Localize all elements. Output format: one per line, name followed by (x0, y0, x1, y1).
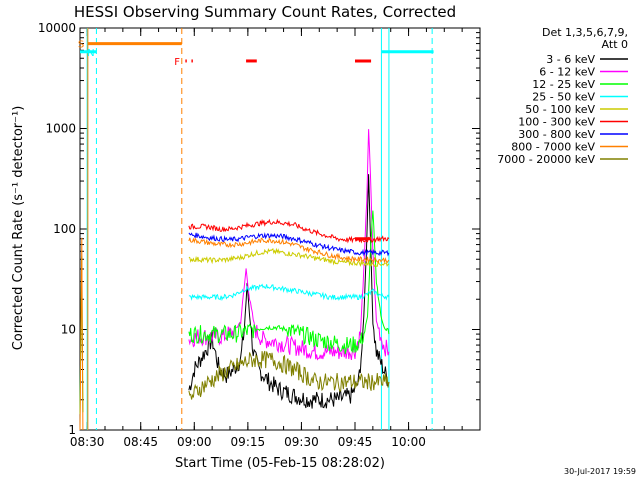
x-tick-label-3: 09:15 (231, 435, 266, 449)
chart-title: HESSI Observing Summary Count Rates, Cor… (74, 3, 456, 21)
y-tick-label-2: 100 (53, 222, 76, 236)
series-3 (188, 283, 390, 302)
legend-header: Det 1,3,5,6,7,9, Att 0 (542, 26, 628, 51)
y-tick-label-4: 10000 (38, 21, 76, 35)
legend-label-4: 50 - 100 keV (525, 103, 595, 116)
series-1-segment-0 (188, 129, 390, 361)
flag-label-3: F (174, 57, 180, 68)
legend-label-5: 100 - 300 keV (518, 116, 595, 129)
x-tick-label-4: 09:30 (284, 435, 319, 449)
y-tick-label-1: 10 (61, 323, 76, 337)
legend-label-8: 7000 - 20000 keV (497, 153, 595, 166)
y-tick-label-3: 1000 (45, 122, 76, 136)
series-1 (188, 129, 390, 361)
x-tick-label-6: 10:00 (391, 435, 426, 449)
plot-area: 1 10 100 1000 10000 08:30 08:45 09:00 09:15 09:30… (38, 21, 481, 449)
legend-label-0: 3 - 6 keV (546, 53, 595, 66)
series-4 (188, 247, 390, 268)
y-axis-label: Corrected Count Rate (s⁻¹ detector⁻¹) (11, 106, 26, 351)
series-8 (188, 350, 390, 400)
flag-label-0: S (78, 40, 84, 51)
legend-label-6: 300 - 800 keV (518, 128, 595, 141)
x-tick-label-1: 08:45 (123, 435, 158, 449)
series-7 (79, 237, 390, 431)
series-3-segment-0 (188, 283, 390, 302)
series-6-segment-0 (188, 232, 390, 257)
flag-label-1: N (87, 48, 94, 59)
x-tick-label-0: 08:30 (70, 435, 105, 449)
legend-header-line-1: Det 1,3,5,6,7,9, (542, 26, 628, 39)
legend-label-7: 800 - 7000 keV (511, 141, 595, 154)
legend-label-3: 25 - 50 keV (532, 91, 595, 104)
x-tick-label-5: 09:45 (338, 435, 373, 449)
series-7-segment-0 (79, 237, 84, 431)
series-7-segment-1 (188, 237, 390, 264)
footer-date: 30-Jul-2017 19:59 (564, 467, 636, 476)
legend-label-1: 6 - 12 keV (539, 66, 595, 79)
y-tick-label-0: 1 (68, 423, 76, 437)
legend-label-2: 12 - 25 keV (532, 78, 595, 91)
legend-header-line-2: Att 0 (602, 38, 628, 51)
x-axis-label: Start Time (05-Feb-15 08:28:02) (175, 456, 385, 471)
x-tick-label-2: 09:00 (177, 435, 212, 449)
plot-frame (79, 27, 481, 431)
series-6 (188, 232, 390, 257)
series-4-segment-0 (188, 247, 390, 268)
series-8-segment-0 (188, 350, 390, 400)
series-2-segment-1 (188, 210, 390, 355)
